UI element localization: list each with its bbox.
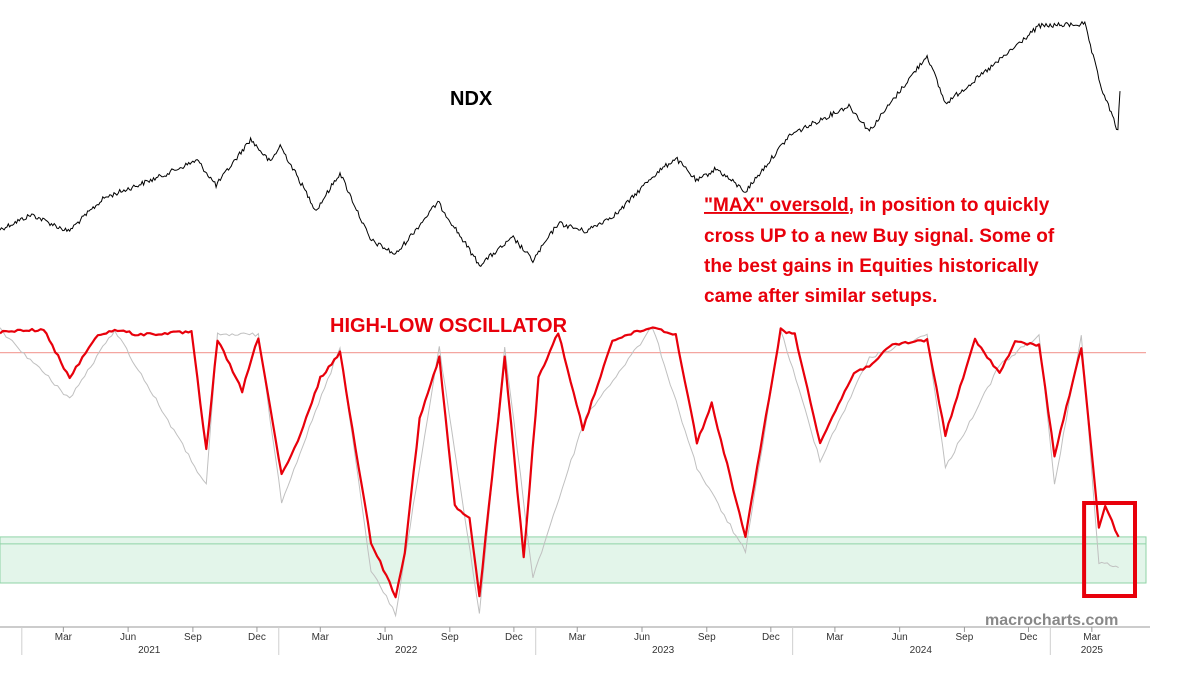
x-tick-label-month: Mar bbox=[55, 632, 73, 643]
x-tick-label-month: Jun bbox=[634, 632, 650, 643]
x-tick-label-year: 2023 bbox=[652, 645, 675, 656]
x-tick-label-month: Mar bbox=[826, 632, 844, 643]
x-tick-label-month: Sep bbox=[441, 632, 459, 643]
x-tick-label-month: Mar bbox=[1083, 632, 1101, 643]
oscillator-main-line bbox=[0, 326, 1120, 599]
x-tick-label-year: 2022 bbox=[395, 645, 418, 656]
ndx-panel bbox=[0, 20, 1121, 267]
ndx-series-line bbox=[0, 20, 1121, 267]
x-tick-label-month: Dec bbox=[248, 632, 266, 643]
x-tick-label-month: Sep bbox=[956, 632, 974, 643]
oscillator-title: HIGH-LOW OSCILLATOR bbox=[330, 315, 568, 337]
oversold-zone bbox=[0, 536, 1147, 584]
annotation-line-2: cross UP to a new Buy signal. Some of bbox=[704, 226, 1055, 247]
annotation-block: "MAX" oversold, in position to quickly c… bbox=[704, 195, 1055, 307]
watermark: macrocharts.com bbox=[985, 612, 1118, 629]
latest-reading-highlight-box bbox=[1082, 501, 1137, 598]
x-tick-label-month: Jun bbox=[120, 632, 136, 643]
ndx-title: NDX bbox=[450, 88, 493, 110]
annotation-line-3: the best gains in Equities historically bbox=[704, 256, 1039, 277]
x-tick-label-month: Dec bbox=[1020, 632, 1038, 643]
x-tick-label-month: Dec bbox=[762, 632, 780, 643]
x-tick-label-year: 2025 bbox=[1081, 645, 1104, 656]
x-tick-label-month: Jun bbox=[377, 632, 393, 643]
x-tick-label-month: Mar bbox=[569, 632, 587, 643]
annotation-emphasis: "MAX" oversold bbox=[704, 195, 849, 216]
x-tick-label-month: Dec bbox=[505, 632, 523, 643]
annotation-line-1: "MAX" oversold, in position to quickly bbox=[704, 195, 1050, 216]
x-axis: Mar Jun Sep Dec Mar Jun Sep Dec Mar Jun Sep Dec Mar J… bbox=[21, 627, 1104, 656]
annotation-line-1-rest: , in position to quickly bbox=[849, 195, 1050, 216]
x-tick-label-month: Sep bbox=[184, 632, 202, 643]
oscillator-panel bbox=[0, 326, 1120, 618]
x-tick-label-month: Sep bbox=[698, 632, 716, 643]
x-tick-label-year: 2021 bbox=[138, 645, 161, 656]
oscillator-secondary-line bbox=[0, 327, 1119, 618]
x-tick-label-month: Mar bbox=[312, 632, 330, 643]
annotation-line-4: came after similar setups. bbox=[704, 286, 937, 307]
x-tick-label-month: Jun bbox=[892, 632, 908, 643]
x-tick-label-year: 2024 bbox=[910, 645, 933, 656]
